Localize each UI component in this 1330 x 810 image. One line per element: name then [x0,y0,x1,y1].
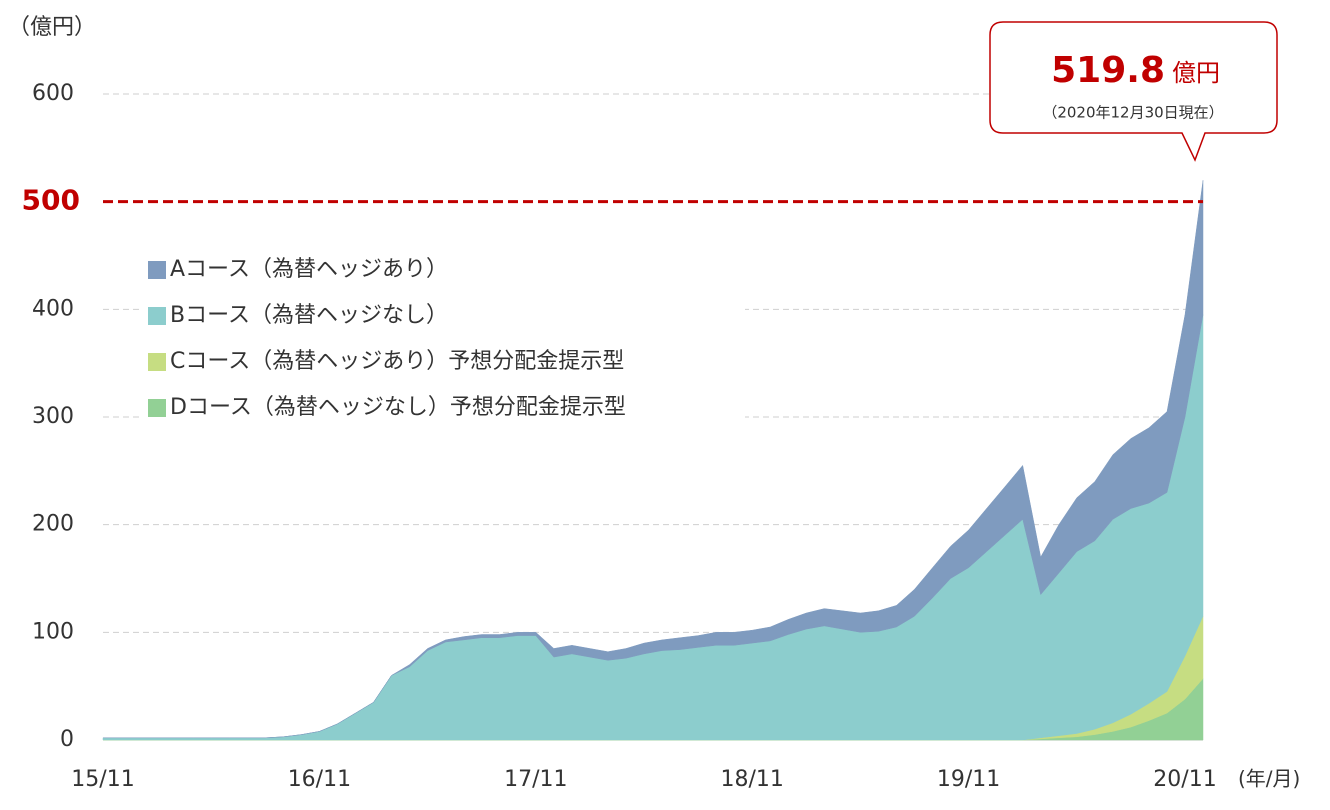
legend-swatch [148,261,166,279]
x-tick-label: 19/11 [937,767,1000,792]
y-tick-label: 300 [32,404,74,429]
x-tick-label: 20/11 [1153,767,1216,792]
callout-box [989,21,1278,162]
callout-note: （2020年12月30日現在） [1042,104,1223,122]
x-axis-label: (年/月) [1238,767,1300,791]
y-tick-label: 0 [60,727,74,752]
x-tick-label: 15/11 [71,767,134,792]
callout-unit: 億円 [1172,59,1220,87]
legend-swatch [148,353,166,371]
y-tick-label: 500 [22,184,80,217]
legend-label: Aコース（為替ヘッジあり） [170,257,448,282]
y-axis-label: （億円） [8,15,96,40]
x-tick-label: 16/11 [288,767,351,792]
callout: 519.8 億円 （2020年12月30日現在） [989,21,1278,162]
legend-label: Cコース（為替ヘッジあり）予想分配金提示型 [170,349,624,374]
y-tick-label: 200 [32,512,74,537]
y-tick-label: 400 [32,296,74,321]
legend-box [140,246,745,434]
y-tick-label: 600 [32,81,74,106]
legend-label: Bコース（為替ヘッジなし） [170,303,448,328]
area [103,180,1204,739]
callout-value: 519.8 [1051,50,1165,91]
legend-swatch [148,307,166,325]
y-tick-label: 100 [32,619,74,644]
legend-label: Dコース（為替ヘッジなし）予想分配金提示型 [170,395,626,420]
x-tick-label: 18/11 [720,767,783,792]
x-tick-label: 17/11 [504,767,567,792]
legend-swatch [148,399,166,417]
